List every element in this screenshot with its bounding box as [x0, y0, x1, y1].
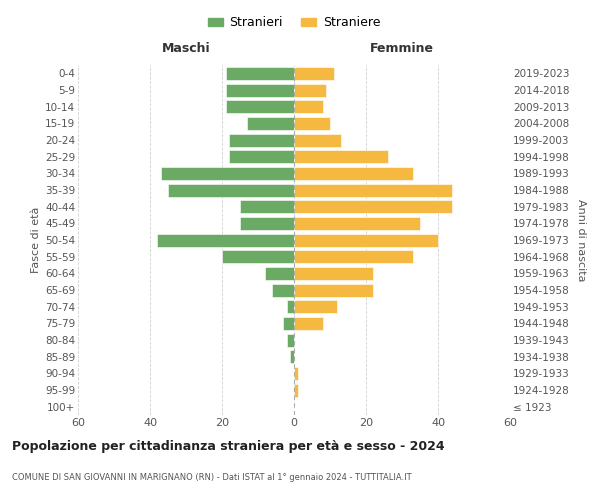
Bar	[294, 217, 420, 230]
Bar	[294, 300, 337, 313]
Bar	[222, 250, 294, 263]
Bar	[294, 117, 330, 130]
Y-axis label: Fasce di età: Fasce di età	[31, 207, 41, 273]
Bar	[157, 234, 294, 246]
Bar	[287, 334, 294, 346]
Bar	[287, 300, 294, 313]
Text: Femmine: Femmine	[370, 42, 434, 54]
Bar	[265, 267, 294, 280]
Bar	[168, 184, 294, 196]
Bar	[294, 84, 326, 96]
Bar	[294, 267, 373, 280]
Bar	[294, 134, 341, 146]
Bar	[294, 317, 323, 330]
Bar	[294, 234, 438, 246]
Bar	[240, 217, 294, 230]
Text: Popolazione per cittadinanza straniera per età e sesso - 2024: Popolazione per cittadinanza straniera p…	[12, 440, 445, 453]
Bar	[294, 250, 413, 263]
Bar	[294, 200, 452, 213]
Bar	[226, 84, 294, 96]
Legend: Stranieri, Straniere: Stranieri, Straniere	[203, 11, 385, 34]
Bar	[294, 367, 298, 380]
Text: COMUNE DI SAN GIOVANNI IN MARIGNANO (RN) - Dati ISTAT al 1° gennaio 2024 - TUTTI: COMUNE DI SAN GIOVANNI IN MARIGNANO (RN)…	[12, 473, 412, 482]
Bar	[240, 200, 294, 213]
Bar	[294, 100, 323, 113]
Bar	[294, 150, 388, 163]
Y-axis label: Anni di nascita: Anni di nascita	[577, 198, 586, 281]
Bar	[294, 184, 452, 196]
Bar	[272, 284, 294, 296]
Bar	[283, 317, 294, 330]
Bar	[161, 167, 294, 180]
Bar	[226, 100, 294, 113]
Bar	[229, 134, 294, 146]
Bar	[247, 117, 294, 130]
Bar	[294, 284, 373, 296]
Bar	[294, 384, 298, 396]
Bar	[229, 150, 294, 163]
Bar	[226, 67, 294, 80]
Text: Maschi: Maschi	[161, 42, 211, 54]
Bar	[290, 350, 294, 363]
Bar	[294, 167, 413, 180]
Bar	[294, 67, 334, 80]
